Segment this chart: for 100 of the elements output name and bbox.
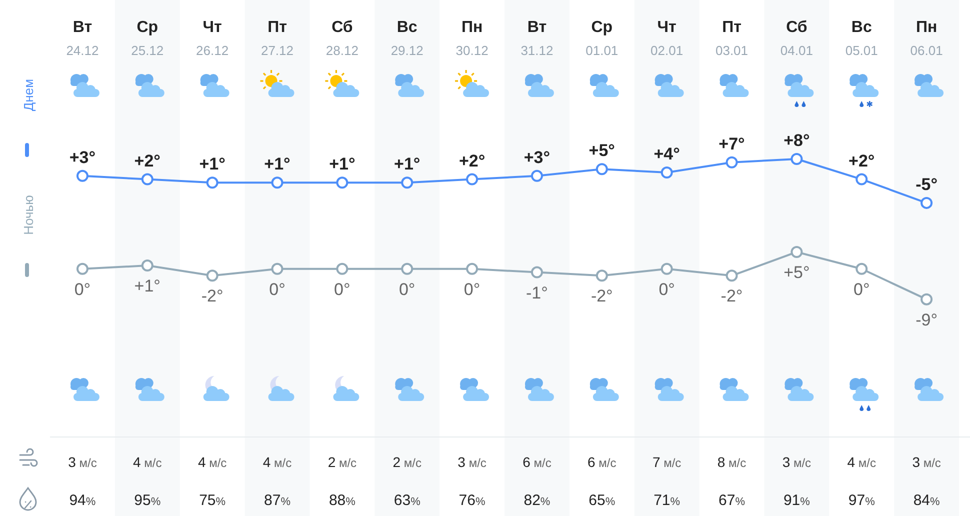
point: [271, 176, 284, 189]
point: [660, 262, 673, 275]
text: 75%: [199, 492, 226, 509]
data-label: 0°: [464, 280, 480, 299]
text: 91%: [783, 492, 810, 509]
text: 4 м/с: [198, 454, 227, 470]
x-tick-label: Вт 24.12: [66, 19, 99, 58]
data-label: -2°: [720, 286, 743, 306]
point: [336, 176, 348, 189]
data-label: -2°: [201, 286, 224, 306]
x-tick-label: Чт 02.01: [650, 19, 684, 58]
point: [726, 270, 738, 282]
text: 84%: [913, 492, 940, 509]
text: 82%: [524, 492, 550, 509]
data-label: 0°: [853, 280, 870, 299]
data-label: -5°: [916, 174, 938, 194]
text: 4 м/с: [847, 454, 876, 470]
point: [856, 173, 868, 186]
data-label: +8°: [784, 131, 810, 150]
point: [596, 270, 608, 282]
text: 3 м/с: [912, 454, 941, 470]
text: 71%: [654, 492, 680, 509]
text: 65%: [588, 492, 616, 509]
text: 4 м/с: [262, 454, 292, 470]
point: [856, 262, 868, 275]
text: 6 м/с: [522, 454, 552, 470]
point: [206, 176, 218, 189]
point: [530, 170, 543, 182]
x-tick-label: Ср 01.01: [586, 19, 618, 58]
text: 3 м/с: [68, 454, 97, 470]
point: [141, 260, 154, 272]
data-label: -1°: [526, 283, 548, 302]
data-label: +1°: [199, 154, 226, 174]
text: Днем: [21, 78, 36, 112]
point: [76, 262, 88, 275]
data-label: 0°: [658, 280, 675, 299]
text: 7 м/с: [652, 454, 682, 470]
text: 6 м/с: [588, 454, 616, 470]
point: [76, 170, 88, 182]
data-label: +7°: [718, 134, 746, 154]
point: [530, 266, 543, 278]
x-tick-label: Пт 03.01: [715, 19, 748, 58]
text: Ночью: [21, 194, 36, 235]
data-label: +1°: [329, 154, 356, 174]
x-tick-label: Пт 27.12: [260, 19, 294, 58]
point: [920, 196, 933, 209]
data-label: +1°: [264, 154, 291, 174]
x-tick-label: Чт 26.12: [196, 19, 229, 58]
text: 88%: [328, 492, 356, 509]
data-label: +1°: [134, 276, 160, 296]
data-label: +2°: [458, 151, 486, 170]
data-label: +1°: [394, 154, 420, 174]
text: 87%: [264, 492, 291, 509]
point: [206, 270, 218, 282]
data-label: +5°: [588, 141, 616, 160]
text: 76%: [458, 492, 486, 509]
point: [401, 176, 414, 189]
x-tick-label: Вс 29.12: [390, 19, 424, 58]
data-label: +3°: [524, 148, 550, 167]
point: [726, 156, 738, 168]
point: [271, 262, 284, 275]
data-label: +3°: [69, 148, 96, 167]
point: [596, 163, 608, 176]
x-tick-label: Вс 05.01: [845, 19, 878, 58]
point: [336, 262, 348, 275]
x-tick-label: Сб 04.01: [780, 19, 813, 58]
text: 63%: [394, 492, 421, 509]
text: 97%: [848, 492, 876, 509]
text: 95%: [134, 492, 161, 509]
text: 8 м/с: [717, 454, 746, 470]
x-tick-label: Сб 28.12: [326, 19, 358, 58]
point: [920, 293, 933, 306]
point: [790, 246, 803, 258]
point: [466, 173, 478, 186]
point: [401, 262, 414, 275]
data-label: +5°: [784, 263, 810, 282]
point: [141, 173, 154, 186]
x-tick-label: Пн 30.12: [456, 19, 488, 58]
text: 2 м/с: [392, 454, 422, 470]
data-label: 0°: [398, 280, 416, 299]
data-label: 0°: [74, 280, 91, 299]
text: 3 м/с: [782, 454, 812, 470]
text: 67%: [718, 492, 746, 509]
data-label: -9°: [916, 310, 938, 330]
text: 94%: [69, 492, 96, 509]
data-label: -2°: [590, 286, 613, 306]
point: [790, 153, 803, 165]
x-tick-label: Вт 31.12: [520, 19, 554, 58]
text: 4 м/с: [133, 454, 162, 470]
data-label: +2°: [848, 151, 875, 170]
text: 3 м/с: [458, 454, 486, 470]
x-tick-label: Пн 06.01: [910, 19, 943, 58]
text: 2 м/с: [328, 454, 357, 470]
data-label: +2°: [134, 151, 161, 170]
data-label: 0°: [334, 280, 350, 299]
data-label: 0°: [269, 280, 286, 299]
point: [466, 262, 478, 275]
point: [660, 166, 673, 179]
x-tick-label: Ср 25.12: [131, 19, 164, 58]
data-label: +4°: [654, 144, 680, 164]
